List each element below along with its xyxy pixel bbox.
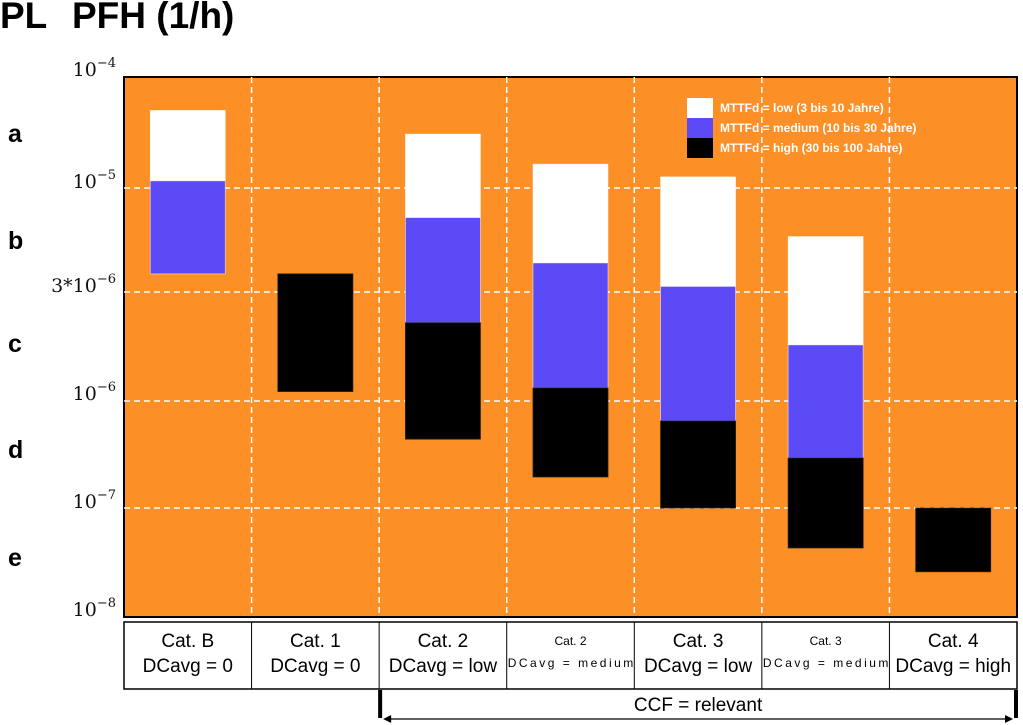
category-table-frame <box>123 621 1018 690</box>
ccf-annotation: CCF = relevant <box>378 690 1018 723</box>
performance-level-e: e <box>8 544 22 572</box>
category-label-line1: Cat. 3 <box>673 631 724 652</box>
bar-segment-low <box>660 176 736 287</box>
bar-segment-medium <box>149 180 226 275</box>
ccf-bracket-left <box>378 690 383 718</box>
category-label-line2: DCavg = low <box>389 656 498 677</box>
bar-segment-medium <box>532 262 609 389</box>
performance-level-labels: a b c d e <box>8 120 23 572</box>
bar-segment-low <box>405 133 481 218</box>
category-label-line2: DCavg = high <box>895 656 1011 677</box>
pfh-header: PFH (1/h) <box>72 0 235 36</box>
performance-level-b: b <box>8 227 23 255</box>
legend: MTTFd = low (3 bis 10 Jahre) MTTFd = medi… <box>687 98 916 158</box>
bar-segment-high <box>660 420 736 509</box>
performance-level-a: a <box>8 120 23 148</box>
ccf-arrowhead-right <box>1005 715 1013 723</box>
category-label-line1: Cat. 2 <box>554 634 586 648</box>
bar-segment-high <box>277 273 354 392</box>
legend-label-medium: MTTFd = medium (10 bis 30 Jahre) <box>720 121 916 135</box>
bar-segment-high <box>915 507 992 573</box>
legend-swatch-low <box>687 98 713 118</box>
y-tick-label: 10−8 <box>73 596 116 621</box>
grid-lines <box>124 77 1017 617</box>
legend-swatch-medium <box>687 118 713 138</box>
category-table: Cat. B DCavg = 0 Cat. 1 DCavg = 0 Cat. 2 DCav… <box>123 621 1018 690</box>
bar-segment-high <box>405 322 481 440</box>
bar-segment-low <box>787 236 864 346</box>
category-label-line1: Cat. 4 <box>928 631 979 652</box>
bar-segment-low <box>532 163 609 264</box>
performance-level-d: d <box>8 436 23 464</box>
performance-level-c: c <box>8 330 22 358</box>
y-axis-ticks: 10−4 10−5 3*10−6 10−6 10−7 10−8 <box>51 56 116 621</box>
bars <box>149 110 992 573</box>
ccf-arrowhead-left <box>383 715 392 723</box>
y-tick-label: 3*10−6 <box>51 272 116 297</box>
category-label-line1: Cat. 2 <box>418 631 469 652</box>
pl-header: PL <box>0 0 48 36</box>
category-label-line2: DCavg = 0 <box>143 656 233 677</box>
legend-swatch-high <box>687 138 713 158</box>
category-label-line2: DCavg = 0 <box>270 656 360 677</box>
bar-segment-low <box>149 110 226 182</box>
bar-segment-medium <box>405 217 481 324</box>
bar-segment-high <box>787 457 864 549</box>
legend-label-high: MTTFd = high (30 bis 100 Jahre) <box>720 141 902 155</box>
bar-segment-medium <box>660 286 736 422</box>
y-tick-label: 10−5 <box>73 168 116 193</box>
ccf-bracket-right <box>1014 690 1018 718</box>
category-label-line1: Cat. 3 <box>810 634 842 648</box>
y-tick-label: 10−4 <box>73 56 116 81</box>
y-tick-label: 10−6 <box>73 380 116 405</box>
category-label-line1: Cat. 1 <box>290 631 341 652</box>
y-tick-label: 10−7 <box>73 488 116 513</box>
ccf-label: CCF = relevant <box>634 695 763 716</box>
category-label-line1: Cat. B <box>161 631 214 652</box>
bar-segment-medium <box>787 344 864 459</box>
legend-label-low: MTTFd = low (3 bis 10 Jahre) <box>720 101 884 115</box>
bar-segment-high <box>532 387 609 478</box>
category-label-line2: DCavg = low <box>644 656 753 677</box>
